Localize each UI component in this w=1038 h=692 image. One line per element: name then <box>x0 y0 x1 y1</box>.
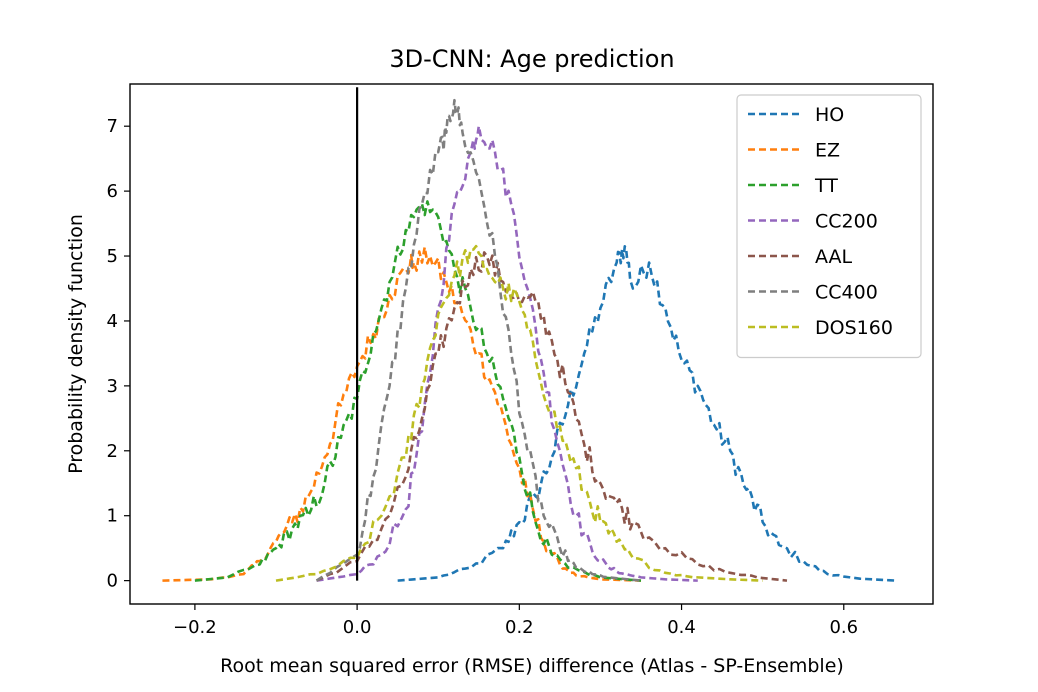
y-tick-label: 7 <box>107 116 118 137</box>
y-tick-label: 2 <box>107 441 118 462</box>
legend-label-cc400: CC400 <box>815 282 878 304</box>
x-tick-label: 0.0 <box>343 617 372 638</box>
x-tick-label: 0.2 <box>505 617 534 638</box>
legend-label-ho: HO <box>815 104 844 126</box>
y-axis-label: Probability density function <box>65 214 87 474</box>
y-tick-label: 5 <box>107 246 118 267</box>
series-line-ho <box>397 245 897 582</box>
x-axis-ticks: −0.2 0.0 0.2 0.4 0.6 <box>173 604 858 638</box>
y-axis-ticks: 0 1 2 3 4 5 6 7 <box>107 116 130 592</box>
legend-label-dos160: DOS160 <box>815 317 893 339</box>
legend-label-tt: TT <box>814 175 838 197</box>
legend-label-ez: EZ <box>815 140 840 162</box>
y-tick-label: 3 <box>107 376 118 397</box>
chart-title: 3D-CNN: Age prediction <box>389 45 674 73</box>
y-tick-label: 4 <box>107 311 118 332</box>
y-tick-label: 6 <box>107 181 118 202</box>
legend-label-cc200: CC200 <box>815 211 878 233</box>
plot-area <box>162 87 897 582</box>
series-line-cc200 <box>316 124 698 582</box>
chart-legend: HO EZ TT CC200 AAL CC400 DOS160 <box>736 94 922 359</box>
axes-frame <box>129 83 934 605</box>
series-line-tt <box>194 200 642 582</box>
x-tick-label: 0.6 <box>829 617 858 638</box>
y-tick-label: 1 <box>107 506 118 527</box>
legend-label-aal: AAL <box>815 246 853 268</box>
y-tick-label: 0 <box>107 571 118 592</box>
x-tick-label: −0.2 <box>173 617 217 638</box>
series-line-cc400 <box>315 98 642 582</box>
series-line-aal <box>315 251 788 582</box>
series-line-dos160 <box>275 244 763 582</box>
x-tick-label: 0.4 <box>667 617 696 638</box>
x-axis-label: Root mean squared error (RMSE) differenc… <box>220 655 844 677</box>
